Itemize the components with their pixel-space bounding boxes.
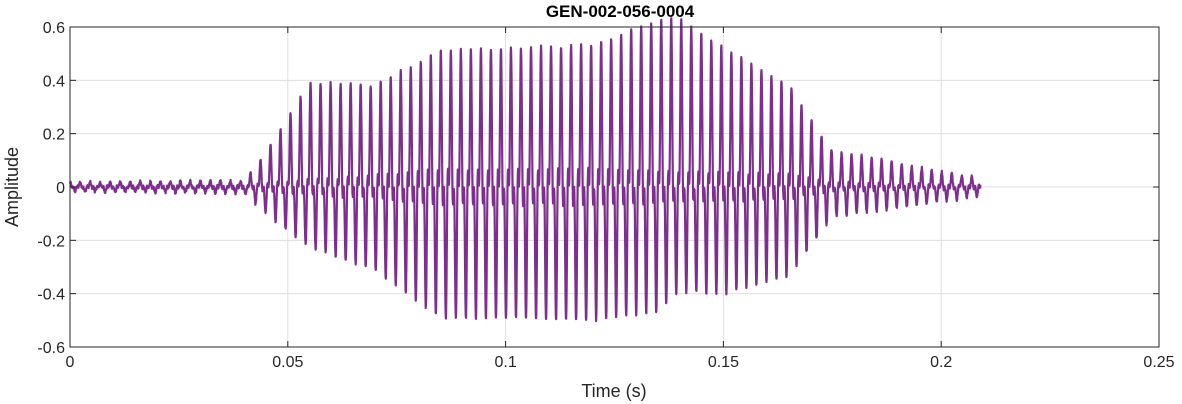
x-axis-label: Time (s) — [581, 381, 646, 401]
x-tick-label: 0.2 — [930, 354, 952, 371]
y-tick-label: 0.6 — [43, 20, 65, 37]
x-axis-ticks: 0 0.05 0.1 0.15 0.2 0.25 — [66, 27, 1175, 371]
x-tick-label: 0.25 — [1143, 354, 1174, 371]
waveform-line — [68, 17, 982, 323]
x-tick-label: 0.15 — [708, 354, 739, 371]
x-tick-label: 0 — [66, 354, 75, 371]
plot-area — [68, 17, 982, 323]
x-tick-label: 0.05 — [272, 354, 303, 371]
x-tick-label: 0.1 — [494, 354, 516, 371]
y-axis-ticks: -0.6 -0.4 -0.2 0 0.2 0.4 0.6 — [37, 20, 1159, 357]
y-tick-label: 0 — [56, 180, 65, 197]
y-tick-label: 0.2 — [43, 127, 65, 144]
y-tick-label: -0.2 — [37, 233, 65, 250]
y-axis-label: Amplitude — [2, 147, 22, 227]
chart-title: GEN-002-056-0004 — [546, 2, 695, 21]
y-tick-label: -0.4 — [37, 287, 65, 304]
y-tick-label: -0.6 — [37, 340, 65, 357]
y-tick-label: 0.4 — [43, 73, 65, 90]
